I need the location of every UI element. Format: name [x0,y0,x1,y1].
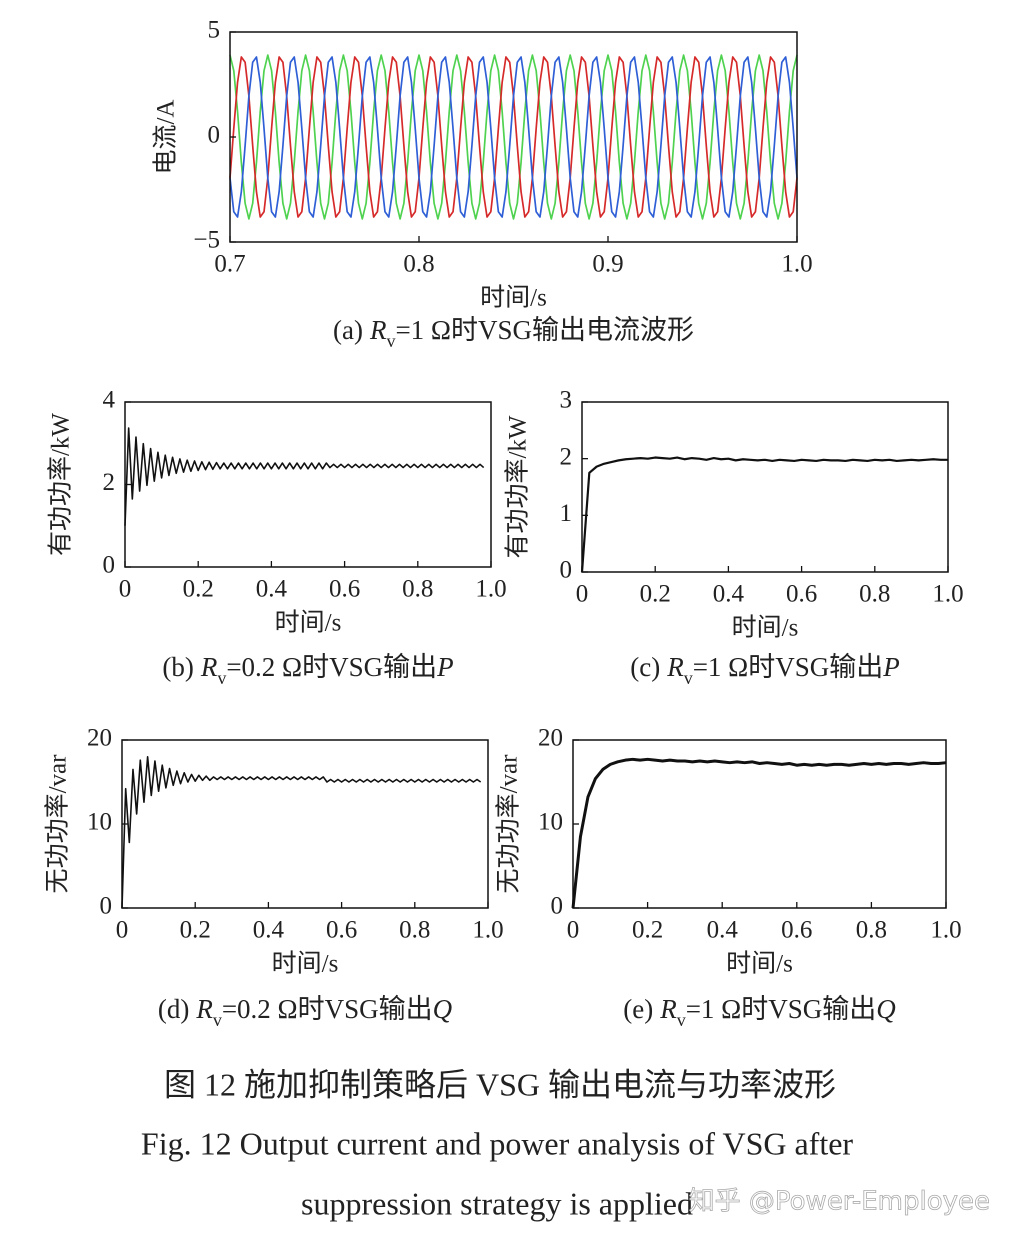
series-line [229,56,798,218]
figure-caption-en: Fig. 12 Output current and power analysi… [141,1125,854,1161]
x-axis-label: 时间/s [272,950,339,978]
caption-part: =0.2 Ω时VSG输出 [226,652,437,682]
y-tick-label: 0 [103,552,116,579]
x-tick-label: 0.2 [632,917,663,944]
y-tick-label: 20 [87,725,112,752]
watermark: 知乎 @Power-Employee [689,1187,990,1217]
x-tick-label: 0.4 [256,576,288,603]
y-tick-label: 2 [103,469,116,496]
x-tick-label: 0.2 [640,581,671,608]
y-tick-label: 0 [560,557,573,584]
series-line [580,456,948,573]
x-tick-label: 1.0 [930,917,961,944]
caption-part: v [677,1010,686,1030]
caption-part: P [882,652,900,682]
caption-part: P [436,652,454,682]
x-tick-label: 0.8 [399,917,430,944]
y-tick-label: 0 [551,893,564,920]
x-axis-label: 时间/s [275,609,342,637]
caption-part: R [369,315,387,345]
series-line [124,427,485,526]
y-tick-label: 1 [560,500,573,527]
plot-frame [124,401,492,568]
series-line [121,756,482,909]
y-axis-label: 电流/A [152,99,180,174]
x-tick-label: 0.8 [856,917,887,944]
y-tick-label: 4 [103,387,116,414]
panel-caption: (b) Rv=0.2 Ω时VSG输出P [162,652,453,688]
x-tick-label: 0.4 [713,581,745,608]
caption-part: R [666,652,684,682]
x-tick-label: 0.2 [180,917,211,944]
y-axis-label: 有功功率/kW [47,413,75,556]
caption-part: R [195,994,213,1024]
caption-part: (e) [623,994,653,1024]
y-tick-label: −5 [193,227,220,254]
x-tick-label: 0.2 [183,576,214,603]
caption-part: Q [876,994,896,1024]
series-line [229,54,798,220]
caption-part: R [659,994,677,1024]
y-tick-label: 2 [560,443,573,470]
caption-part: (c) [630,652,660,682]
caption-part: =1 Ω时VSG输出 [693,652,884,682]
y-tick-label: 0 [208,122,221,149]
y-tick-label: 5 [208,17,221,44]
caption-part: v [213,1010,222,1030]
y-axis-label: 无功功率/var [44,754,72,894]
x-tick-label: 0.6 [329,576,360,603]
panel-caption: (e) Rv=1 Ω时VSG输出Q [623,994,896,1030]
plot-frame [581,401,949,573]
x-tick-label: 0.8 [402,576,433,603]
caption-part: (b) [162,652,193,682]
x-tick-label: 1.0 [932,581,963,608]
x-tick-label: 0.6 [326,917,357,944]
y-axis-label: 无功功率/var [495,754,523,894]
caption-part: R [200,652,218,682]
x-tick-label: 0.8 [859,581,890,608]
figure-caption-zh: 图 12 施加抑制策略后 VSG 输出电流与功率波形 [164,1066,836,1102]
x-tick-label: 0 [576,581,589,608]
x-tick-label: 0 [116,917,129,944]
x-tick-label: 0.6 [786,581,817,608]
y-tick-label: 0 [100,893,113,920]
caption-part: (a) [333,315,363,345]
caption-part: =1 Ω时VSG输出 [686,994,877,1024]
caption-part: (d) [158,994,189,1024]
y-tick-label: 20 [538,725,563,752]
x-axis-label: 时间/s [726,950,793,978]
x-axis-label: 时间/s [480,284,547,312]
y-tick-label: 3 [560,387,573,414]
x-tick-label: 0.8 [403,251,434,278]
y-axis-label: 有功功率/kW [504,415,532,558]
x-tick-label: 0.4 [253,917,285,944]
x-axis-label: 时间/s [732,614,799,642]
caption-part: Q [433,994,453,1024]
x-tick-label: 0.6 [781,917,812,944]
panel-caption: (c) Rv=1 Ω时VSG输出P [630,652,900,688]
x-tick-label: 0.4 [707,917,739,944]
caption-part: v [386,331,395,351]
x-tick-label: 1.0 [475,576,506,603]
x-tick-label: 0 [567,917,580,944]
caption-part: =0.2 Ω时VSG输出 [222,994,433,1024]
caption-part: =1 Ω时VSG输出电流波形 [395,315,694,345]
x-tick-label: 0.7 [214,251,245,278]
figure-caption-en: suppression strategy is applied [301,1185,693,1221]
panel-caption: (d) Rv=0.2 Ω时VSG输出Q [158,994,452,1030]
x-tick-label: 1.0 [781,251,812,278]
caption-part: v [217,668,226,688]
x-tick-label: 1.0 [472,917,503,944]
panel-caption: (a) Rv=1 Ω时VSG输出电流波形 [333,315,694,351]
series-line [571,757,947,909]
x-tick-label: 0 [119,576,132,603]
x-tick-label: 0.9 [592,251,623,278]
y-tick-label: 10 [87,809,112,836]
caption-part: v [684,668,693,688]
plot-frame [121,739,489,909]
y-tick-label: 10 [538,809,563,836]
